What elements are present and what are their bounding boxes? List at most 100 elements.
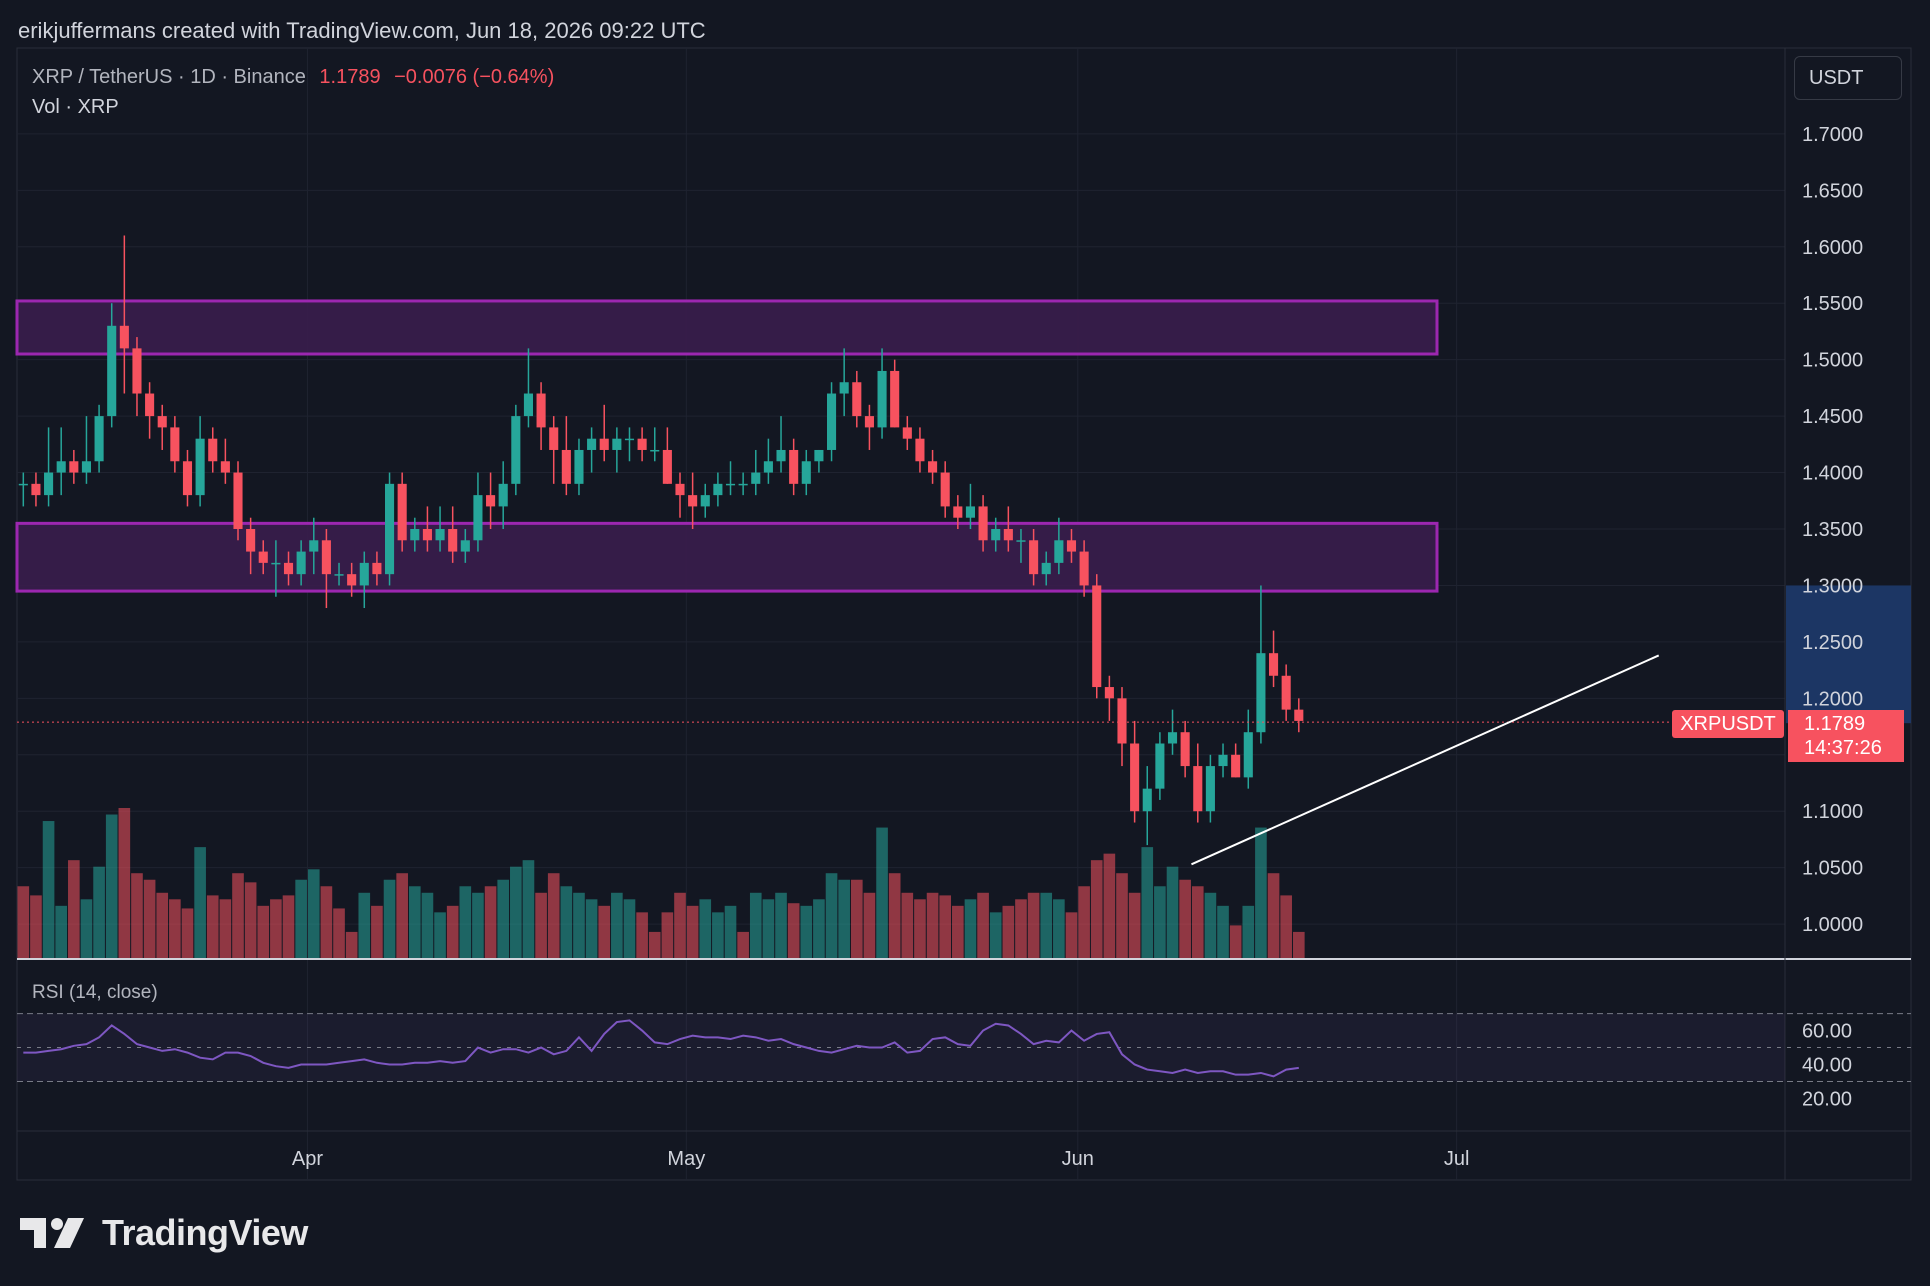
- price-tick-label: 1.6000: [1802, 237, 1863, 259]
- volume-bar: [169, 899, 181, 958]
- candle-body: [347, 574, 357, 586]
- rsi-layer: [17, 1013, 1911, 1082]
- candle-body: [662, 449, 672, 484]
- volume-bar: [876, 827, 888, 958]
- volume-bar: [194, 847, 206, 958]
- candle-body: [991, 529, 1001, 541]
- candle-body: [460, 540, 470, 552]
- grid-layer: [17, 48, 1911, 1180]
- volume-bar: [219, 899, 232, 958]
- change-label: −0.0076 (−0.64%): [394, 66, 555, 88]
- candle-body: [44, 472, 54, 496]
- candle-body: [1117, 698, 1127, 744]
- volume-bar: [181, 908, 194, 958]
- volume-bar: [749, 892, 762, 958]
- volume-bar: [143, 879, 156, 958]
- candle-body: [170, 427, 180, 462]
- candle-body: [486, 495, 496, 507]
- volume-bar: [55, 905, 68, 958]
- volume-bar: [295, 879, 307, 958]
- rsi-legend[interactable]: RSI (14, close): [32, 982, 158, 1003]
- volume-bar: [611, 892, 623, 958]
- volume-bar: [333, 908, 345, 958]
- volume-bar: [661, 912, 674, 958]
- candle-body: [283, 562, 294, 575]
- volume-bar: [1204, 892, 1217, 958]
- volume-bar: [636, 912, 648, 958]
- volume-bar: [775, 892, 787, 958]
- candle-body: [1231, 754, 1241, 778]
- candle-body: [523, 393, 534, 417]
- candle-body: [182, 461, 193, 496]
- volume-bar: [522, 860, 535, 958]
- volume-bar: [712, 912, 724, 958]
- volume-legend[interactable]: Vol · XRP: [32, 96, 119, 118]
- volume-bar: [68, 860, 80, 958]
- candle-body: [372, 562, 382, 575]
- volume-bar: [1002, 905, 1015, 958]
- candle-body: [965, 506, 976, 518]
- volume-bar: [1191, 886, 1204, 958]
- rsi-tick-label: 40.00: [1802, 1054, 1852, 1076]
- volume-bar: [598, 905, 611, 958]
- volume-bar: [1267, 873, 1280, 958]
- supply-zone: [15, 521, 1439, 593]
- axis-range-highlight: [1786, 585, 1911, 724]
- volume-bar: [131, 873, 143, 958]
- time-axis-layer[interactable]: Apr May Jun Jul: [292, 1148, 1470, 1170]
- candle-body: [624, 438, 635, 441]
- volume-bar: [421, 892, 434, 958]
- candle-body: [751, 472, 761, 484]
- volume-bar: [156, 892, 169, 958]
- volume-bar: [686, 905, 699, 958]
- trendline-layer[interactable]: [1191, 654, 1660, 866]
- currency-button[interactable]: USDT: [1794, 56, 1902, 100]
- candle-body: [915, 438, 925, 462]
- volume-bar: [459, 886, 472, 958]
- price-tick-label: 1.3000: [1802, 575, 1863, 597]
- volume-bar: [206, 895, 219, 958]
- candle-body: [852, 382, 862, 417]
- candle-body: [978, 506, 988, 541]
- candle-body: [397, 483, 407, 541]
- candle-body: [1041, 562, 1051, 575]
- price-tick-label: 1.3500: [1802, 519, 1863, 541]
- volume-bar: [560, 886, 573, 958]
- candle-body: [1243, 732, 1253, 778]
- volume-bar: [939, 895, 952, 958]
- volume-bar: [80, 899, 93, 958]
- candle-body: [725, 483, 736, 486]
- last-price-tag: 1.1789 14:37:26: [1788, 710, 1904, 762]
- volume-bar: [93, 866, 105, 958]
- candle-body: [1079, 551, 1089, 586]
- candle-body: [763, 461, 773, 473]
- candle-body: [1180, 732, 1190, 767]
- candle-body: [246, 529, 256, 552]
- volume-bar: [585, 899, 598, 958]
- volume-bar: [648, 931, 661, 958]
- symbol-label[interactable]: XRP / TetherUS · 1D · Binance: [32, 66, 306, 88]
- footer-logo[interactable]: TradingView: [20, 1212, 308, 1254]
- candle-body: [776, 449, 786, 462]
- volume-bar: [813, 899, 825, 958]
- volume-bar: [497, 879, 510, 958]
- volume-bar: [383, 879, 396, 958]
- candle-body: [334, 574, 344, 576]
- volume-bar: [1292, 931, 1305, 958]
- chart-frame: [16, 47, 1912, 1181]
- candle-body: [435, 529, 445, 541]
- candle-body: [599, 438, 609, 450]
- volume-bar: [1116, 873, 1128, 958]
- volume-bar: [408, 886, 421, 958]
- volume-layer: [17, 808, 1305, 958]
- volume-bar: [1027, 892, 1040, 958]
- volume-bar: [1179, 879, 1191, 958]
- candle-body: [1029, 540, 1039, 575]
- supply-zone: [15, 299, 1439, 356]
- candle-body: [713, 483, 723, 496]
- price-axis-layer[interactable]: 1.00001.05001.10001.15001.20001.25001.30…: [1786, 124, 1911, 1111]
- candle-body: [1142, 788, 1152, 812]
- candle-body: [814, 449, 824, 462]
- volume-bar: [257, 905, 270, 958]
